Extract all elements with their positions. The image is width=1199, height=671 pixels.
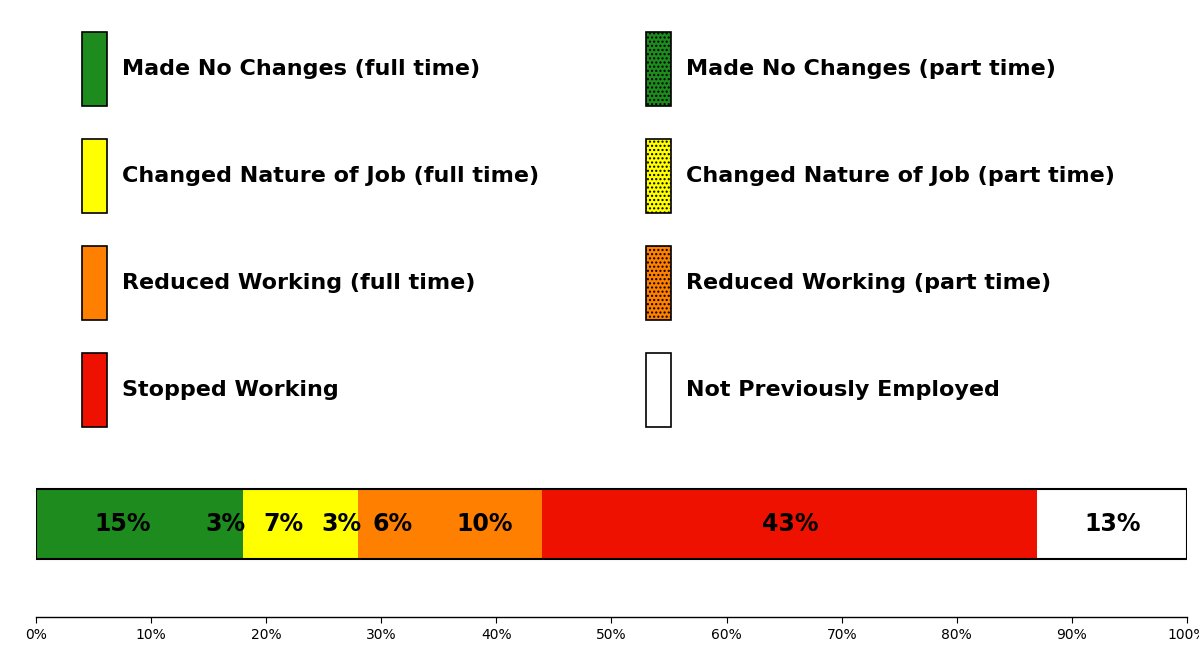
Text: 3%: 3% <box>206 512 246 536</box>
Text: 43%: 43% <box>761 512 818 536</box>
FancyBboxPatch shape <box>82 246 108 320</box>
Text: Not Previously Employed: Not Previously Employed <box>686 380 1000 400</box>
FancyBboxPatch shape <box>646 246 671 320</box>
FancyBboxPatch shape <box>82 32 108 106</box>
FancyBboxPatch shape <box>82 139 108 213</box>
Text: Changed Nature of Job (full time): Changed Nature of Job (full time) <box>122 166 540 186</box>
Text: 3%: 3% <box>321 512 361 536</box>
Bar <box>542 489 1037 559</box>
Bar <box>324 489 359 559</box>
Bar <box>36 489 209 559</box>
Text: 15%: 15% <box>94 512 151 536</box>
Text: Made No Changes (full time): Made No Changes (full time) <box>122 60 481 79</box>
Text: 10%: 10% <box>457 512 513 536</box>
Bar <box>243 489 324 559</box>
Text: Reduced Working (part time): Reduced Working (part time) <box>686 273 1052 293</box>
Text: Stopped Working: Stopped Working <box>122 380 339 400</box>
Bar <box>427 489 542 559</box>
FancyBboxPatch shape <box>646 139 671 213</box>
Bar <box>1037 489 1187 559</box>
Text: Changed Nature of Job (part time): Changed Nature of Job (part time) <box>686 166 1115 186</box>
Text: 13%: 13% <box>1084 512 1140 536</box>
Bar <box>359 489 427 559</box>
Text: 7%: 7% <box>264 512 303 536</box>
Text: Reduced Working (full time): Reduced Working (full time) <box>122 273 476 293</box>
FancyBboxPatch shape <box>646 353 671 427</box>
Bar <box>209 489 243 559</box>
FancyBboxPatch shape <box>646 32 671 106</box>
Text: Made No Changes (part time): Made No Changes (part time) <box>686 60 1056 79</box>
Text: 6%: 6% <box>373 512 412 536</box>
FancyBboxPatch shape <box>82 353 108 427</box>
Bar <box>36 489 1187 559</box>
